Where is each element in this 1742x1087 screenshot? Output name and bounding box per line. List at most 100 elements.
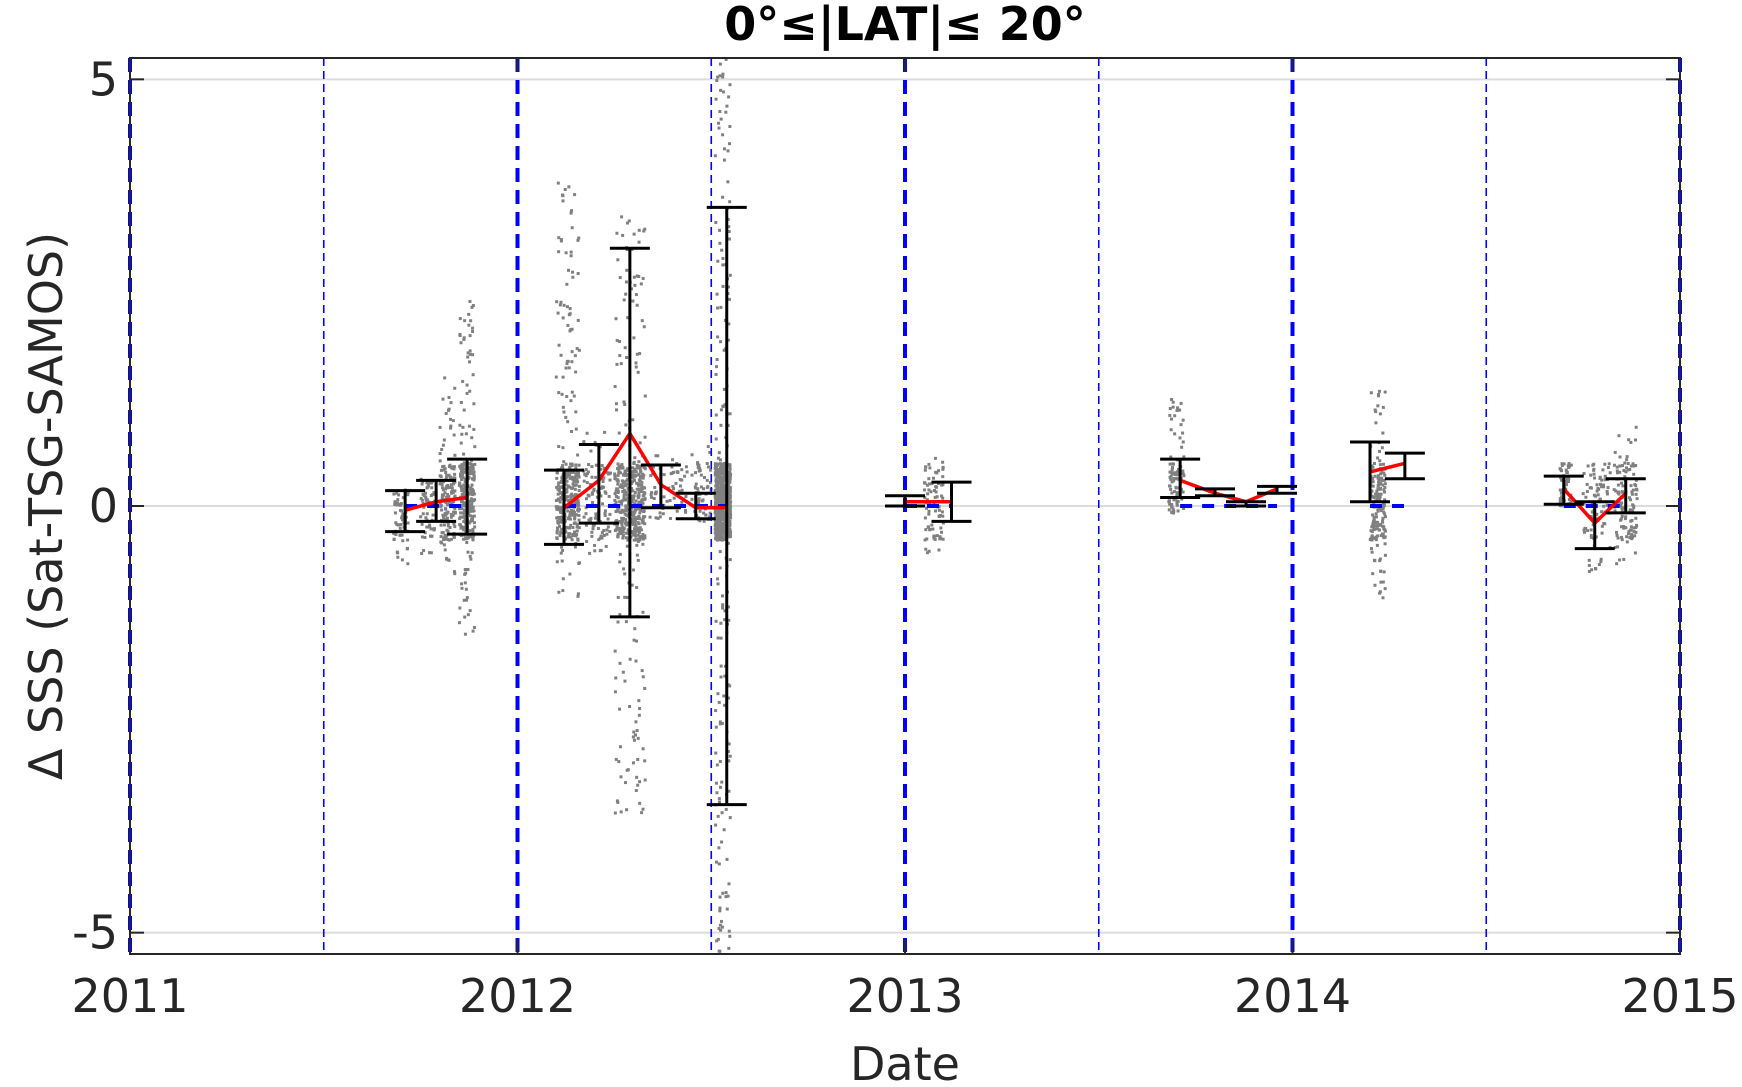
scatter-point [727, 496, 731, 500]
scatter-point [560, 545, 564, 549]
scatter-point [1618, 464, 1622, 468]
scatter-point [1627, 438, 1631, 442]
scatter-point [676, 470, 680, 474]
scatter-point [1377, 487, 1381, 491]
scatter-point [923, 516, 927, 520]
scatter-point [1587, 558, 1591, 562]
scatter-point [618, 519, 622, 523]
scatter-point [1567, 497, 1571, 501]
scatter-point [637, 460, 641, 464]
scatter-point [453, 494, 457, 498]
scatter-point [453, 453, 457, 457]
scatter-point [615, 231, 619, 235]
scatter-point [613, 649, 617, 653]
scatter-point [1373, 559, 1377, 563]
scatter-point [601, 485, 605, 489]
scatter-point [636, 558, 640, 562]
scatter-point [633, 474, 637, 478]
scatter-point [1383, 482, 1387, 486]
scatter-point [585, 431, 589, 435]
scatter-point [471, 527, 475, 531]
scatter-point [718, 923, 722, 927]
scatter-point [715, 860, 719, 864]
scatter-point [713, 531, 717, 535]
scatter-point [718, 528, 722, 532]
scatter-point [1171, 507, 1175, 511]
scatter-point [634, 789, 638, 793]
scatter-point [575, 479, 579, 483]
scatter-point [728, 472, 732, 476]
scatter-point [459, 466, 463, 470]
scatter-point [425, 486, 429, 490]
scatter-point [1377, 480, 1381, 484]
scatter-point [643, 227, 647, 231]
scatter-point [561, 316, 565, 320]
scatter-point [635, 775, 639, 779]
scatter-point [1374, 521, 1378, 525]
scatter-point [472, 478, 476, 482]
scatter-point [714, 534, 718, 538]
scatter-point [555, 300, 559, 304]
scatter-point [619, 775, 623, 779]
scatter-point [461, 471, 465, 475]
scatter-point [576, 272, 580, 276]
scatter-point [600, 463, 604, 467]
scatter-point [620, 523, 624, 527]
scatter-point [576, 592, 580, 596]
scatter-point [653, 492, 657, 496]
scatter-point [473, 462, 477, 466]
scatter-point [573, 517, 577, 521]
scatter-point [618, 340, 622, 344]
scatter-point [716, 937, 720, 941]
scatter-point [713, 154, 717, 158]
scatter-point [1172, 477, 1176, 481]
axis-ticks-layer: 2011 2012 2013 2014 2015-505 [71, 52, 1738, 1023]
scatter-point [1622, 469, 1626, 473]
scatter-point [1172, 511, 1176, 515]
scatter-point [696, 487, 700, 491]
scatter-point [720, 501, 724, 505]
scatter-point [680, 500, 684, 504]
scatter-point [621, 525, 625, 529]
scatter-point [1634, 425, 1638, 429]
scatter-point [680, 488, 684, 492]
scatter-point [1634, 530, 1638, 534]
scatter-point [466, 568, 470, 572]
scatter-point [457, 621, 461, 625]
scatter-point [630, 487, 634, 491]
scatter-point [464, 484, 468, 488]
scatter-point [1620, 481, 1624, 485]
scatter-point [616, 534, 620, 538]
scatter-point [1378, 559, 1382, 563]
scatter-point [702, 476, 706, 480]
scatter-point [1616, 545, 1620, 549]
scatter-point [462, 503, 466, 507]
scatter-point [698, 509, 702, 513]
scatter-point [561, 548, 565, 552]
scatter-point [1381, 431, 1385, 435]
scatter-point [723, 674, 727, 678]
scatter-point [594, 512, 598, 516]
scatter-point [1634, 487, 1638, 491]
scatter-point [623, 572, 627, 576]
scatter-point [399, 502, 403, 506]
scatter-point [473, 525, 477, 529]
scatter-point [586, 470, 590, 474]
scatter-point [718, 474, 722, 478]
scatter-point [406, 538, 410, 542]
scatter-point [625, 509, 629, 513]
scatter-point [459, 400, 463, 404]
scatter-point [451, 513, 455, 517]
scatter-point [930, 523, 934, 527]
scatter-point [458, 523, 462, 527]
scatter-point [622, 498, 626, 502]
scatter-point [718, 906, 722, 910]
scatter-point [594, 475, 598, 479]
scatter-point [924, 528, 928, 532]
scatter-point [614, 510, 618, 514]
scatter-point [638, 780, 642, 784]
scatter-point [559, 353, 563, 357]
scatter-point [721, 75, 725, 79]
scatter-point [1374, 410, 1378, 414]
scatter-point [1168, 407, 1172, 411]
